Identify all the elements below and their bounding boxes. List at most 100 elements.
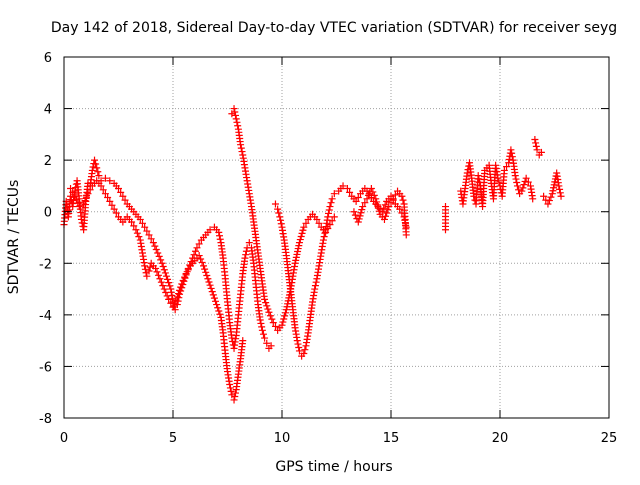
data-point — [266, 312, 274, 320]
data-point — [204, 275, 212, 283]
data-point — [278, 321, 286, 329]
data-point — [119, 192, 127, 200]
data-point — [170, 300, 178, 308]
data-point — [208, 288, 216, 296]
data-point — [231, 108, 239, 116]
data-point — [325, 206, 333, 214]
data-point — [297, 232, 305, 240]
data-point — [241, 254, 249, 262]
data-point — [369, 188, 377, 196]
data-point — [311, 282, 319, 290]
data-point — [143, 272, 151, 280]
data-point — [174, 290, 182, 298]
data-point — [198, 258, 206, 266]
data-point — [442, 226, 449, 234]
tick-layer: 0 5 10 15 20 25 -8 -6 -4 -2 0 2 4 6 — [39, 51, 617, 446]
data-point — [157, 278, 165, 286]
data-point — [396, 205, 404, 213]
data-point — [507, 146, 515, 154]
data-point — [291, 259, 299, 267]
data-point — [540, 192, 548, 200]
data-point — [518, 187, 526, 195]
data-point — [179, 276, 187, 284]
data-point — [293, 250, 301, 258]
data-point — [361, 199, 369, 207]
data-point — [195, 240, 203, 248]
data-point — [513, 178, 521, 186]
data-point — [292, 253, 300, 261]
data-point — [231, 393, 239, 401]
y-axis-label: SDTVAR / TECUs — [6, 180, 22, 295]
data-point — [512, 175, 520, 183]
data-point — [508, 149, 516, 157]
data-point — [132, 226, 140, 234]
data-point — [67, 185, 75, 193]
data-point — [357, 209, 365, 217]
data-point — [549, 187, 557, 195]
data-point — [216, 310, 224, 318]
data-point — [160, 266, 168, 274]
data-point — [275, 209, 283, 217]
y-tick-label: -6 — [39, 360, 52, 375]
data-point — [203, 272, 211, 280]
data-point — [207, 284, 215, 292]
data-point — [343, 185, 351, 193]
data-point — [330, 190, 338, 198]
data-point — [145, 231, 153, 239]
data-point — [233, 118, 241, 126]
data-point — [154, 249, 162, 257]
data-point — [381, 201, 389, 209]
data-point — [115, 185, 122, 193]
data-point — [159, 282, 167, 290]
data-point — [264, 305, 272, 313]
data-point — [81, 197, 89, 205]
data-point — [311, 285, 319, 293]
data-point — [385, 203, 393, 211]
data-point — [133, 229, 141, 237]
data-point — [359, 203, 367, 211]
data-point — [80, 200, 88, 208]
data-point — [548, 190, 556, 198]
data-point — [151, 242, 159, 250]
data-point — [515, 186, 523, 194]
data-point — [367, 185, 375, 193]
data-point — [164, 275, 172, 283]
data-point — [296, 236, 304, 244]
data-point — [320, 233, 328, 241]
data-point — [389, 195, 397, 203]
data-point — [370, 191, 378, 199]
data-point — [238, 148, 246, 156]
data-point — [547, 193, 555, 201]
data-point — [281, 309, 289, 317]
data-point — [83, 193, 91, 201]
data-point — [312, 278, 320, 286]
data-point — [209, 291, 217, 299]
data-point — [101, 190, 109, 198]
data-point — [263, 302, 271, 310]
data-point — [503, 163, 511, 171]
data-point — [97, 182, 105, 190]
data-point — [206, 281, 214, 289]
data-point — [152, 246, 160, 254]
plot-frame — [63, 56, 610, 419]
data-point — [178, 280, 186, 288]
x-tick-label: 5 — [169, 431, 177, 446]
data-point — [339, 182, 347, 190]
data-point — [159, 263, 167, 271]
data-point — [346, 188, 354, 196]
data-point — [383, 209, 391, 217]
x-axis-label: GPS time / hours — [275, 459, 392, 475]
data-point — [234, 122, 242, 130]
data-point — [355, 215, 363, 223]
data-point — [173, 293, 181, 301]
data-point — [215, 307, 223, 315]
y-tick-label: 2 — [44, 154, 52, 169]
data-point — [181, 273, 189, 281]
data-point — [531, 136, 539, 144]
data-point — [91, 156, 99, 164]
data-point — [94, 168, 102, 176]
data-point — [300, 350, 308, 358]
data-point — [259, 330, 267, 338]
data-point — [99, 186, 107, 194]
